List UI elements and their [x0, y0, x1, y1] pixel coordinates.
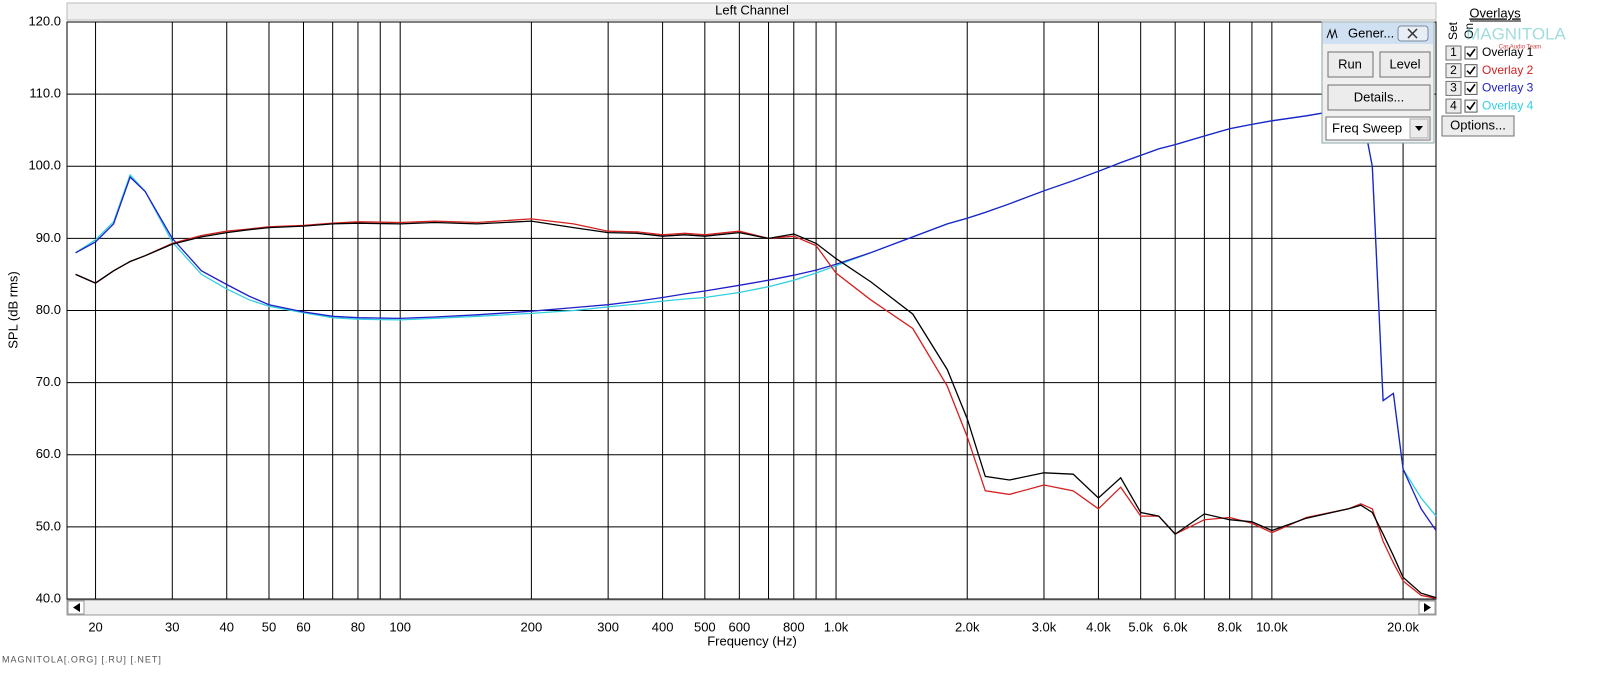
- chart-title: Left Channel: [715, 2, 789, 17]
- check-mark: [1466, 48, 1476, 58]
- x-tick-label: 1.0k: [824, 619, 849, 634]
- generator-window: Gener... Run Level Details... Freq Sweep: [1321, 21, 1435, 144]
- x-tick-label: 50: [262, 619, 276, 634]
- x-tick-label: 800: [783, 619, 805, 634]
- overlay-number: 3: [1450, 81, 1457, 95]
- check-mark: [1466, 101, 1476, 111]
- arrow-left: [73, 603, 80, 612]
- x-tick-label: 6.0k: [1163, 619, 1188, 634]
- select-label[interactable]: Freq Sweep: [1332, 120, 1402, 135]
- overlay-set-button[interactable]: [1445, 45, 1462, 61]
- x-tick-label: 200: [521, 619, 543, 634]
- overlay-number: 1: [1450, 45, 1457, 59]
- x-axis-label: Frequency (Hz): [707, 633, 797, 648]
- select-arrow: [1415, 126, 1423, 131]
- level-box[interactable]: [1379, 51, 1431, 78]
- scrollbar[interactable]: [66, 599, 1437, 616]
- y-tick-label: 70.0: [36, 374, 61, 389]
- x-tick-label: 5.0k: [1128, 619, 1153, 634]
- level-button[interactable]: Level: [1379, 51, 1431, 78]
- details-label[interactable]: Details...: [1354, 89, 1405, 104]
- run-label[interactable]: Run: [1338, 56, 1362, 71]
- on-label: On: [1462, 23, 1476, 39]
- series-line: [75, 105, 1437, 531]
- close-icon: [1407, 28, 1418, 39]
- scroll-track[interactable]: [66, 599, 1437, 616]
- select-box[interactable]: [1325, 116, 1431, 141]
- x-tick-label: 4.0k: [1086, 619, 1111, 634]
- set-label: Set: [1446, 21, 1460, 40]
- overlay-set-button[interactable]: [1445, 63, 1462, 79]
- y-tick-label: 90.0: [36, 230, 61, 245]
- overlay-set-button[interactable]: [1445, 98, 1462, 114]
- y-tick-label: 60.0: [36, 446, 61, 461]
- watermark-sub: Car Audio Team: [1499, 45, 1542, 51]
- x-tick-label: 20: [88, 619, 102, 634]
- overlay-checkbox[interactable]: [1464, 99, 1478, 113]
- x-tick-label: 80: [351, 619, 365, 634]
- window-icon: [1326, 28, 1338, 40]
- x-tick-label: 8.0k: [1217, 619, 1242, 634]
- overlay-number: 2: [1450, 63, 1457, 77]
- y-tick-label: 80.0: [36, 302, 61, 317]
- options-box[interactable]: [1441, 115, 1515, 137]
- title-bar: [66, 2, 1437, 21]
- x-tick-label: 400: [652, 619, 674, 634]
- overlay-number: 4: [1450, 98, 1457, 112]
- overlay-list: 1 Overlay 1 2 Overlay 2 3 Overlay 3 4 Overlay 4: [1445, 45, 1534, 114]
- run-button[interactable]: Run: [1327, 51, 1374, 78]
- y-axis-label: SPL (dB rms): [5, 271, 20, 349]
- check-mark: [1466, 66, 1476, 75]
- legend-label: Overlay 1: [1482, 45, 1534, 59]
- x-tick-label: 10.0k: [1256, 619, 1288, 634]
- arrow-right: [1424, 603, 1431, 612]
- legend-label: Overlay 2: [1482, 63, 1534, 77]
- y-tick-label: 40.0: [36, 590, 61, 605]
- series-line: [75, 220, 1437, 599]
- level-label[interactable]: Level: [1389, 56, 1420, 71]
- overlay-checkbox[interactable]: [1464, 46, 1478, 60]
- x-tick-label: 60: [296, 619, 310, 634]
- run-box[interactable]: [1327, 51, 1374, 78]
- footer: MAGNITOLA[.ORG] [.RU] [.NET]: [2, 654, 162, 664]
- y-tick-label: 120.0: [28, 13, 61, 28]
- x-tick-label: 40: [220, 619, 234, 634]
- x-tick-label: 3.0k: [1032, 619, 1057, 634]
- x-tick-label: 300: [597, 619, 619, 634]
- x-tick-label: 2.0k: [955, 619, 980, 634]
- overlay-checkbox[interactable]: [1464, 81, 1478, 95]
- window-title: Gener...: [1348, 25, 1394, 40]
- legend-label: Overlay 4: [1482, 98, 1534, 112]
- details-box[interactable]: [1327, 84, 1431, 111]
- series-line: [75, 218, 1437, 599]
- details-button[interactable]: Details...: [1327, 84, 1431, 111]
- x-tick-label: 20.0k: [1387, 619, 1419, 634]
- options-label[interactable]: Options...: [1450, 117, 1506, 132]
- lines: [75, 105, 1437, 599]
- y-tick-label: 50.0: [36, 518, 61, 533]
- x-tick-label: 30: [165, 619, 179, 634]
- x-tick-label: 500: [694, 619, 716, 634]
- legend-label: Overlay 3: [1482, 81, 1534, 95]
- grid: 40.0 50.0 60.0 70.0 80.0 90.0 100.0 110.0 120.0 2…: [28, 13, 1436, 634]
- overlays-title: Overlays: [1469, 5, 1521, 20]
- check-mark: [1466, 83, 1476, 93]
- y-tick-label: 100.0: [28, 158, 61, 173]
- sweep-select[interactable]: Freq Sweep: [1325, 116, 1431, 141]
- x-tick-label: 100: [389, 619, 411, 634]
- watermark: MAGNITOLA: [1466, 24, 1566, 43]
- options-button[interactable]: Options...: [1441, 115, 1515, 137]
- y-tick-label: 110.0: [29, 86, 61, 101]
- overlay-set-button[interactable]: [1445, 80, 1462, 96]
- overlay-checkbox[interactable]: [1464, 64, 1478, 78]
- x-tick-label: 600: [728, 619, 750, 634]
